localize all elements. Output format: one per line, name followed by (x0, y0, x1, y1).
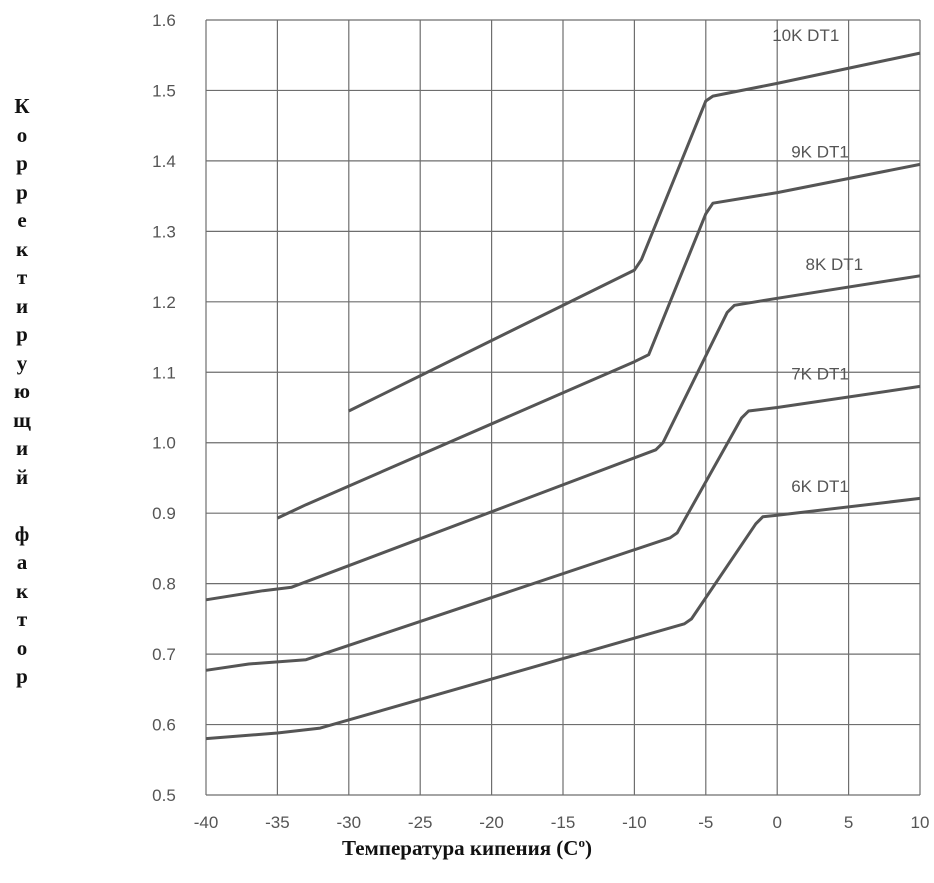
y-axis-label-char: р (16, 179, 28, 204)
x-axis-label: Температура кипения (Co) (0, 835, 934, 861)
y-axis-label-char: а (16, 550, 28, 574)
y-axis-label-char: р (16, 664, 28, 688)
y-axis-label-char: т (16, 607, 28, 631)
y-tick-label: 0.6 (152, 716, 176, 735)
x-tick-label: -20 (479, 813, 504, 832)
y-axis-label-char: и (15, 293, 29, 318)
series-line-4 (205, 384, 921, 672)
x-tick-label: 5 (844, 813, 853, 832)
y-tick-label: 1.6 (152, 11, 176, 30)
series-line-5 (205, 496, 921, 741)
x-tick-label: -5 (698, 813, 713, 832)
y-tick-label: 0.5 (152, 786, 176, 805)
y-tick-label: 1.4 (152, 152, 176, 171)
y-axis-label-char: е (17, 208, 27, 232)
y-tick-label: 1.3 (152, 222, 176, 241)
y-axis-label-char: ю (13, 379, 31, 403)
y-axis-label-char: о (16, 635, 28, 660)
x-tick-label: -30 (337, 813, 362, 832)
x-tick-label: 10 (911, 813, 930, 832)
y-tick-label: 1.0 (152, 434, 176, 453)
y-tick-label: 0.9 (152, 504, 176, 523)
y-tick-label: 1.1 (152, 363, 176, 382)
series-label: 6K DT1 (791, 477, 849, 496)
y-axis-label-char: К (14, 94, 30, 118)
series-line-3 (205, 274, 921, 602)
x-tick-label: -40 (194, 813, 219, 832)
y-axis-label-char: к (15, 578, 29, 603)
y-axis-label-char: щ (13, 407, 31, 432)
y-axis-label-char: о (16, 122, 28, 147)
series-label: 10K DT1 (772, 26, 839, 45)
series-layer (205, 51, 921, 741)
x-axis-label-sup: o (578, 835, 585, 850)
tick-labels: -40 -35 -30 -25 -20 -15 -10 -5 0 5 10 0.5 0.6 0.7 0.8 0… (152, 11, 929, 832)
y-axis-label-char: к (15, 236, 29, 261)
series-label: 9K DT1 (791, 142, 849, 161)
x-axis-label-main: Температура кипения (C (342, 836, 579, 860)
x-tick-label: -10 (622, 813, 647, 832)
x-axis-label-end: ) (584, 836, 592, 860)
y-axis-label-char: и (15, 436, 29, 460)
y-tick-label: 1.5 (152, 81, 176, 100)
x-tick-label: -35 (265, 813, 290, 832)
y-axis-label-char: р (16, 151, 28, 175)
x-tick-label: -25 (408, 813, 433, 832)
y-tick-label: 0.8 (152, 575, 176, 594)
y-axis-label-char: р (16, 322, 28, 346)
series-line-1 (348, 51, 921, 413)
y-tick-label: 0.7 (152, 645, 176, 664)
series-label: 7K DT1 (791, 364, 849, 383)
series-line-2 (276, 162, 921, 520)
grid (205, 19, 921, 796)
y-tick-label: 1.2 (152, 293, 176, 312)
x-tick-label: -15 (551, 813, 576, 832)
series-labels: 10K DT1 9K DT1 8K DT1 7K DT1 6K DT1 (772, 26, 863, 496)
y-axis-label-char: ф (14, 521, 30, 546)
y-axis-label-char: й (15, 464, 29, 489)
series-label: 8K DT1 (805, 255, 863, 274)
y-axis-label-char: у (16, 350, 28, 375)
x-tick-label: 0 (772, 813, 781, 832)
y-axis-label-char: т (16, 265, 28, 289)
